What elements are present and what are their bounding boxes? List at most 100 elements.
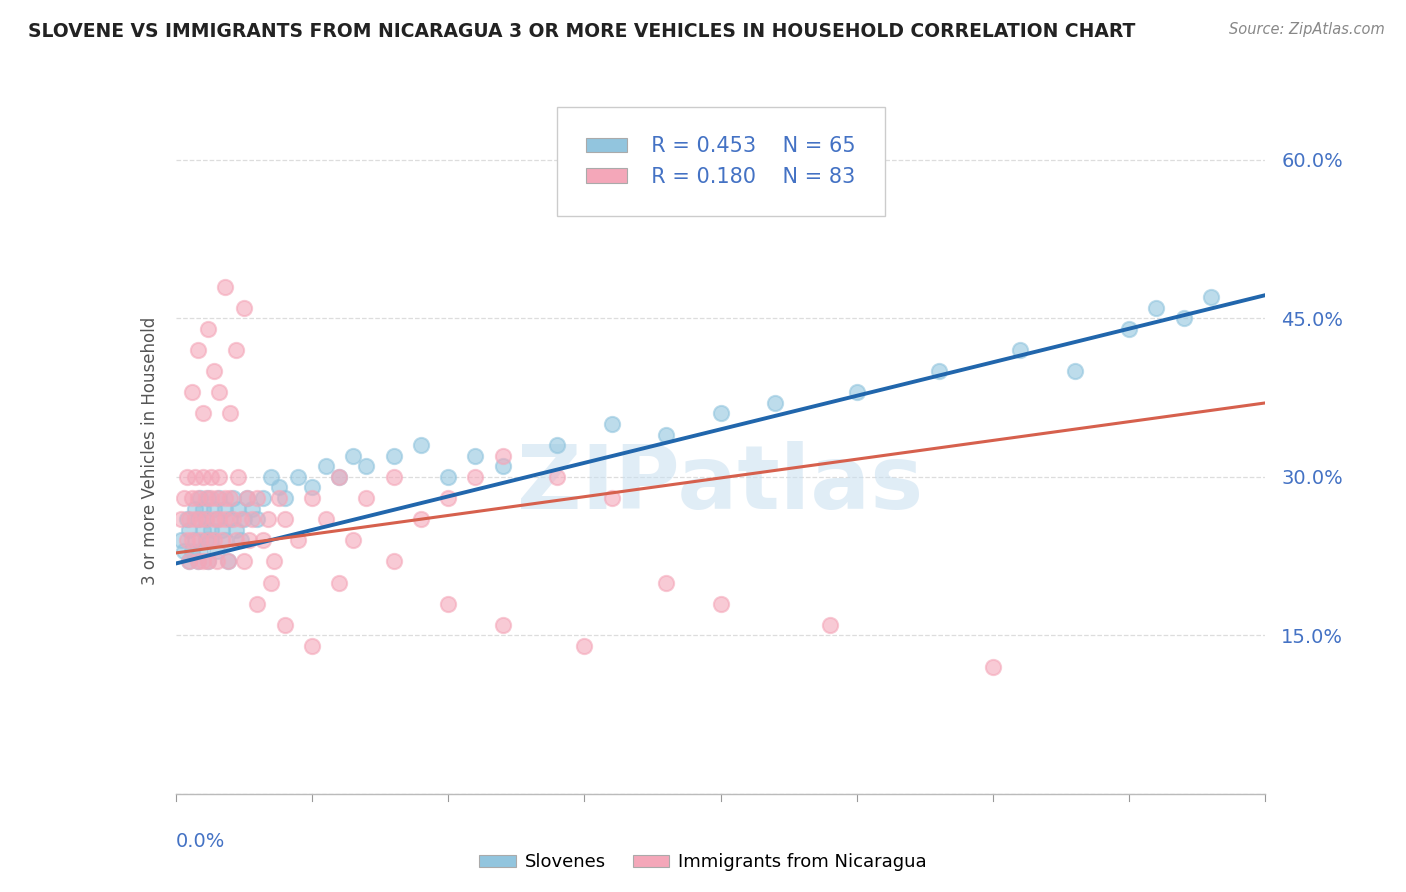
Point bbox=[225, 523, 247, 537]
Point bbox=[315, 459, 337, 474]
Point bbox=[492, 617, 515, 632]
Point bbox=[437, 470, 460, 484]
Point bbox=[179, 554, 201, 568]
Point bbox=[176, 512, 198, 526]
Point bbox=[197, 554, 219, 568]
Text: SLOVENE VS IMMIGRANTS FROM NICARAGUA 3 OR MORE VEHICLES IN HOUSEHOLD CORRELATION: SLOVENE VS IMMIGRANTS FROM NICARAGUA 3 O… bbox=[28, 22, 1136, 41]
Point bbox=[356, 491, 378, 505]
Point bbox=[235, 491, 257, 505]
Point bbox=[328, 470, 350, 484]
Point bbox=[184, 533, 207, 548]
Point bbox=[464, 449, 486, 463]
Point bbox=[181, 544, 204, 558]
Point bbox=[208, 385, 231, 400]
Point bbox=[232, 554, 254, 568]
Point bbox=[240, 512, 263, 526]
Point bbox=[186, 554, 209, 568]
Point bbox=[186, 491, 209, 505]
Point bbox=[197, 322, 219, 336]
Point bbox=[205, 544, 228, 558]
Point bbox=[184, 470, 207, 484]
Point bbox=[464, 470, 486, 484]
Point bbox=[235, 491, 257, 505]
Point bbox=[200, 533, 222, 548]
Point bbox=[170, 512, 193, 526]
Point bbox=[1010, 343, 1032, 357]
Point bbox=[252, 491, 274, 505]
Point bbox=[382, 554, 405, 568]
Point bbox=[260, 575, 283, 590]
Point bbox=[315, 512, 337, 526]
Point bbox=[179, 523, 201, 537]
Point bbox=[981, 660, 1004, 674]
Point bbox=[188, 544, 211, 558]
Legend: Slovenes, Immigrants from Nicaragua: Slovenes, Immigrants from Nicaragua bbox=[472, 847, 934, 879]
Point bbox=[274, 491, 297, 505]
Point bbox=[1144, 301, 1167, 315]
Point bbox=[1063, 364, 1085, 378]
Point bbox=[194, 533, 217, 548]
Point bbox=[246, 597, 269, 611]
Point bbox=[214, 512, 236, 526]
Point bbox=[382, 470, 405, 484]
Point bbox=[1199, 290, 1222, 304]
Text: 0.0%: 0.0% bbox=[176, 831, 225, 851]
Point bbox=[655, 427, 678, 442]
Point bbox=[231, 533, 253, 548]
Point bbox=[173, 544, 195, 558]
Point bbox=[228, 501, 250, 516]
Point bbox=[356, 459, 378, 474]
Point bbox=[928, 364, 950, 378]
Point bbox=[269, 491, 291, 505]
Y-axis label: 3 or more Vehicles in Household: 3 or more Vehicles in Household bbox=[141, 317, 159, 584]
Point bbox=[301, 491, 323, 505]
Point bbox=[600, 491, 623, 505]
Point bbox=[208, 512, 231, 526]
Point bbox=[217, 554, 239, 568]
Point bbox=[260, 470, 283, 484]
Point bbox=[197, 533, 219, 548]
Point bbox=[655, 575, 678, 590]
Point bbox=[409, 438, 432, 452]
Point bbox=[181, 491, 204, 505]
Point bbox=[225, 343, 247, 357]
Point bbox=[186, 512, 209, 526]
Point bbox=[710, 597, 733, 611]
Point bbox=[200, 523, 222, 537]
Point bbox=[219, 407, 242, 421]
Point bbox=[186, 343, 209, 357]
Point bbox=[205, 554, 228, 568]
Text: ZIPatlas: ZIPatlas bbox=[517, 442, 924, 528]
Point bbox=[263, 554, 285, 568]
Point bbox=[217, 554, 239, 568]
Point bbox=[274, 512, 297, 526]
Point bbox=[191, 554, 214, 568]
Point bbox=[202, 364, 225, 378]
Text: Source: ZipAtlas.com: Source: ZipAtlas.com bbox=[1229, 22, 1385, 37]
Point bbox=[238, 533, 260, 548]
Point bbox=[342, 533, 364, 548]
Point bbox=[214, 491, 236, 505]
Point bbox=[176, 533, 198, 548]
Point bbox=[205, 491, 228, 505]
Point bbox=[287, 470, 309, 484]
Point bbox=[246, 491, 269, 505]
Point bbox=[202, 501, 225, 516]
Point bbox=[710, 407, 733, 421]
Point bbox=[269, 480, 291, 494]
Point bbox=[179, 554, 201, 568]
Point bbox=[232, 301, 254, 315]
Point bbox=[186, 554, 209, 568]
Point bbox=[214, 501, 236, 516]
Point bbox=[287, 533, 309, 548]
Point bbox=[252, 533, 274, 548]
Point bbox=[763, 396, 786, 410]
Point bbox=[219, 491, 242, 505]
Point bbox=[211, 533, 233, 548]
Point bbox=[845, 385, 868, 400]
Point bbox=[246, 512, 269, 526]
Point bbox=[194, 512, 217, 526]
Point bbox=[257, 512, 280, 526]
Point bbox=[184, 512, 207, 526]
Point bbox=[342, 449, 364, 463]
